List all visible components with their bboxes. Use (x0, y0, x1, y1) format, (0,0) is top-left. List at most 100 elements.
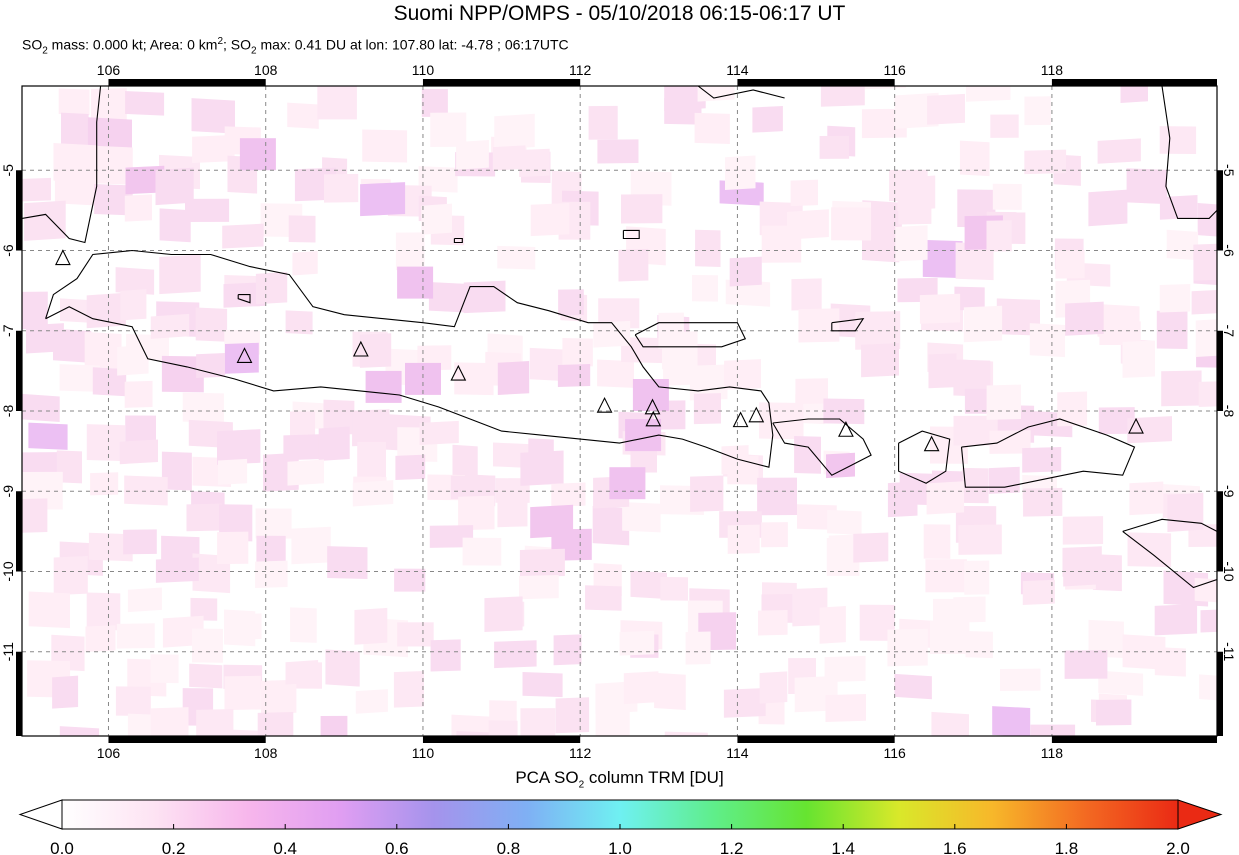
so2-cell (61, 112, 89, 147)
so2-cell (862, 226, 900, 263)
colorbar: 0.0 0.2 0.4 0.6 0.8 1.0 1.2 1.4 1.6 1.8 2.0 (18, 799, 1223, 855)
so2-cell (853, 532, 889, 563)
so2-cell (757, 477, 797, 516)
so2-cell (990, 114, 1019, 138)
volcano-marker-icon (645, 410, 662, 427)
so2-cell (419, 420, 459, 445)
so2-cell (623, 671, 659, 705)
so2-cell (430, 112, 467, 147)
so2-cell (86, 292, 126, 329)
so2-cell (966, 86, 1011, 102)
so2-cell (125, 415, 156, 448)
colorbar-tick-label: 1.2 (720, 839, 744, 855)
so2-cell (352, 480, 394, 507)
so2-cell (22, 498, 48, 533)
so2-cell (725, 279, 771, 307)
colorbar-tick-label: 0.6 (385, 839, 409, 855)
so2-cell (1088, 619, 1124, 659)
so2-cell (759, 671, 788, 704)
so2-cell (824, 655, 866, 683)
so2-cell (365, 370, 402, 403)
latitude-tick-label-left: -5 (0, 164, 16, 177)
so2-cell (725, 155, 756, 190)
so2-cell (820, 86, 865, 107)
so2-cell (421, 203, 452, 235)
so2-cell (689, 364, 728, 401)
sumatra-coast (22, 86, 102, 244)
so2-cell (685, 631, 711, 665)
so2-cell (1200, 608, 1217, 633)
colorbar-min-arrow (18, 799, 63, 830)
so2-cell (359, 333, 392, 368)
so2-cell (958, 524, 1002, 555)
longitude-tick-label-bottom: 108 (254, 745, 278, 761)
so2-cell (1029, 323, 1066, 358)
so2-cell (22, 177, 51, 202)
so2-cell (323, 399, 355, 435)
so2-cell (454, 362, 494, 396)
map-frame (16, 79, 1223, 743)
java-coast (45, 249, 774, 468)
kangean-island (831, 318, 865, 332)
so2-cell (327, 546, 368, 580)
longitude-tick-label-top: 110 (412, 62, 435, 78)
so2-cell (397, 622, 434, 647)
so2-cell (895, 225, 928, 262)
colorbar-tick-label: 2.0 (1166, 839, 1190, 855)
so2-cell (84, 331, 122, 369)
so2-cell (588, 105, 618, 140)
so2-cell (1024, 96, 1051, 126)
so2-cell (288, 215, 316, 243)
so2-cell (53, 142, 98, 183)
bawean-island (622, 229, 640, 240)
so2-cell (324, 173, 359, 203)
so2-cell (88, 532, 133, 562)
so2-cell (58, 88, 90, 116)
frame-band-right (1217, 330, 1223, 411)
so2-cell (964, 560, 990, 595)
so2-cell (827, 509, 862, 535)
so2-cell (927, 93, 965, 125)
volcano-marker-icon (236, 347, 253, 363)
so2-cell (562, 337, 593, 367)
so2-cell (497, 245, 536, 270)
so2-cell (186, 503, 223, 532)
so2-cell (1127, 532, 1172, 568)
so2-cell (630, 448, 657, 473)
so2-cell (222, 223, 264, 249)
so2-cell (897, 175, 936, 212)
so2-cell (593, 320, 631, 348)
so2-cell (729, 256, 762, 287)
so2-cell (87, 117, 132, 154)
so2-cell (819, 605, 846, 644)
sumba-coast (1122, 518, 1217, 589)
so2-cell (1167, 492, 1204, 533)
colorbar-tick-label: 0.8 (497, 839, 521, 855)
so2-cell (1194, 577, 1217, 604)
so2-cell (664, 86, 706, 111)
so2-cell (826, 452, 855, 479)
colorbar-label: PCA SO2 column TRM [DU] (0, 768, 1239, 790)
so2-cell (257, 712, 294, 736)
so2-cell (1159, 195, 1198, 220)
so2-cell (1161, 370, 1202, 407)
so2-cell (225, 342, 259, 374)
so2-cell (1159, 126, 1197, 155)
so2-cell (1128, 44, 1157, 83)
mass-area-text: mass: 0.000 kt; Area: 0 km (47, 36, 218, 53)
so2-cell (393, 671, 424, 708)
so2-cell (191, 98, 235, 134)
so2-cell (553, 634, 582, 666)
so2-cell (124, 475, 168, 506)
so2-cell (124, 380, 153, 408)
so2-cell (317, 86, 357, 120)
so2-cell (287, 102, 319, 129)
so2-cell (664, 731, 708, 736)
longitude-tick-label-top: 108 (254, 62, 278, 78)
so2-cell (127, 713, 158, 736)
so2-cell (1127, 416, 1173, 444)
so2-cell (285, 660, 319, 685)
so2-cell (395, 232, 425, 271)
so2-cell (692, 274, 718, 302)
